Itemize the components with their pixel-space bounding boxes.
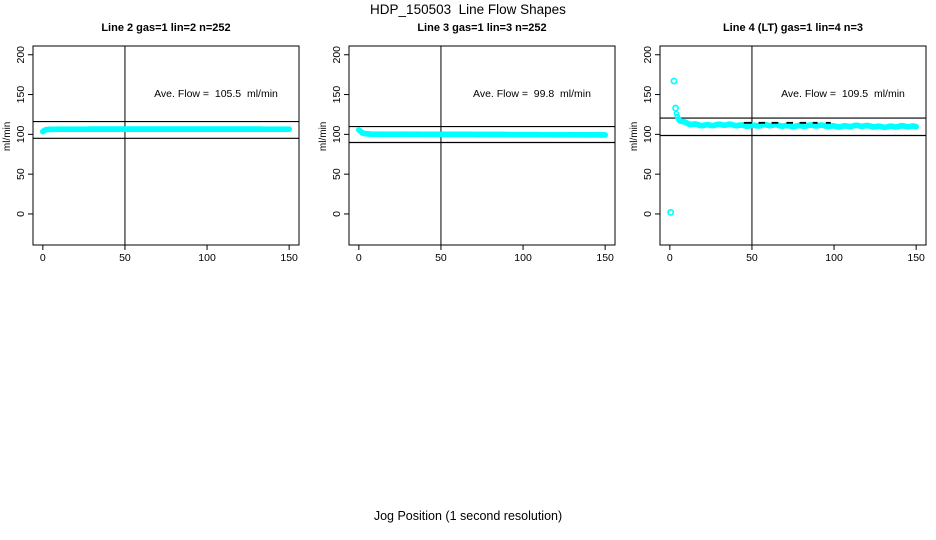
y-axis-label: ml/min	[2, 122, 13, 151]
y-tick-label: 200	[15, 46, 27, 64]
x-tick-label: 50	[746, 252, 758, 264]
annotation-ave-flow: Ave. Flow = 105.5 ml/min	[154, 88, 278, 100]
y-tick-label: 150	[331, 86, 343, 104]
x-tick-label: 50	[435, 252, 447, 264]
y-axis-label: ml/min	[629, 122, 640, 151]
plot-box	[348, 45, 616, 246]
main-title: HDP_150503 Line Flow Shapes	[370, 2, 566, 17]
panel-1: Line 2 gas=1 lin=2 n=252 0 50 100 150 0 50 100 1…	[2, 22, 300, 264]
y-tick-label: 150	[642, 86, 654, 104]
y-tick-label: 50	[642, 168, 654, 180]
outlier-point	[667, 208, 675, 216]
data-band	[40, 126, 292, 135]
x-tick-label: 150	[907, 252, 925, 264]
x-tick-label: 50	[119, 252, 131, 264]
data-band	[356, 127, 608, 138]
outlier-point	[672, 104, 680, 112]
y-tick-label: 100	[642, 125, 654, 143]
x-tick-label: 0	[667, 252, 673, 264]
plot-box	[659, 45, 927, 246]
panel-title: Line 4 (LT) gas=1 lin=4 n=3	[723, 22, 863, 34]
x-tick-label: 150	[596, 252, 614, 264]
data-band	[673, 110, 919, 131]
x-tick-label: 0	[40, 252, 46, 264]
outlier-point	[670, 77, 678, 85]
plot-box	[32, 45, 300, 246]
y-tick-label: 0	[15, 211, 27, 217]
y-axis-label: ml/min	[318, 122, 329, 151]
x-tick-label: 0	[356, 252, 362, 264]
y-tick-label: 200	[642, 46, 654, 64]
panel-title: Line 2 gas=1 lin=2 n=252	[101, 22, 230, 34]
y-tick-label: 50	[15, 168, 27, 180]
panel-3: Line 4 (LT) gas=1 lin=4 n=3 0 50 100 150 0 50 1…	[629, 22, 927, 264]
annotation-ave-flow: Ave. Flow = 99.8 ml/min	[473, 88, 591, 100]
x-tick-label: 150	[280, 252, 298, 264]
y-tick-label: 200	[331, 46, 343, 64]
y-tick-label: 0	[642, 211, 654, 217]
y-tick-label: 150	[15, 86, 27, 104]
panel-title: Line 3 gas=1 lin=3 n=252	[417, 22, 546, 34]
y-tick-label: 100	[331, 125, 343, 143]
x-axis-outer-label: Jog Position (1 second resolution)	[373, 509, 563, 523]
y-tick-label: 0	[331, 211, 343, 217]
panel-2: Line 3 gas=1 lin=3 n=252 0 50 100 150 0 50 100 1…	[318, 22, 616, 264]
y-tick-label: 50	[331, 168, 343, 180]
annotation-ave-flow: Ave. Flow = 109.5 ml/min	[781, 88, 905, 100]
x-tick-label: 100	[198, 252, 216, 264]
y-tick-label: 100	[15, 125, 27, 143]
x-tick-label: 100	[825, 252, 843, 264]
x-tick-label: 100	[514, 252, 532, 264]
